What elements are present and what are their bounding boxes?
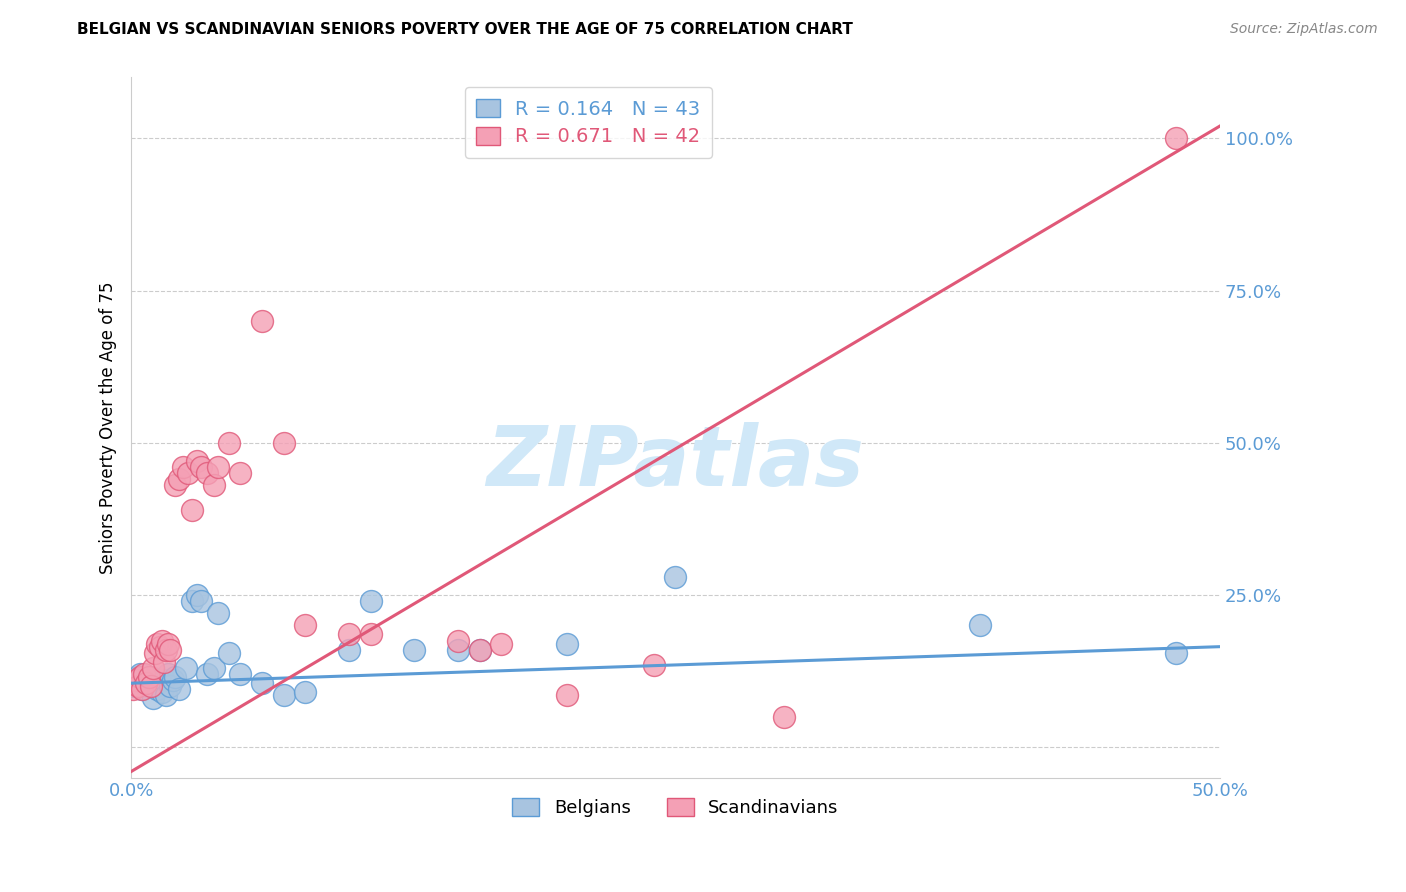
Point <box>122 679 145 693</box>
Point <box>150 633 173 648</box>
Point <box>150 685 173 699</box>
Point <box>969 618 991 632</box>
Point <box>181 502 204 516</box>
Point <box>202 478 225 492</box>
Point <box>159 642 181 657</box>
Point <box>190 460 212 475</box>
Point <box>127 670 149 684</box>
Point <box>773 709 796 723</box>
Point <box>186 588 208 602</box>
Point <box>153 655 176 669</box>
Point <box>664 569 686 583</box>
Point <box>124 673 146 688</box>
Point <box>139 670 162 684</box>
Point <box>134 673 156 688</box>
Point <box>143 646 166 660</box>
Point <box>218 435 240 450</box>
Point <box>337 627 360 641</box>
Point <box>294 685 316 699</box>
Point <box>447 642 470 657</box>
Point <box>148 673 170 688</box>
Point <box>207 606 229 620</box>
Text: BELGIAN VS SCANDINAVIAN SENIORS POVERTY OVER THE AGE OF 75 CORRELATION CHART: BELGIAN VS SCANDINAVIAN SENIORS POVERTY … <box>77 22 853 37</box>
Point <box>135 676 157 690</box>
Point <box>1166 646 1188 660</box>
Point <box>174 661 197 675</box>
Point <box>250 314 273 328</box>
Point <box>468 642 491 657</box>
Legend: Belgians, Scandinavians: Belgians, Scandinavians <box>505 790 846 824</box>
Point <box>1166 131 1188 145</box>
Point <box>360 627 382 641</box>
Point <box>555 637 578 651</box>
Point <box>197 466 219 480</box>
Point <box>491 637 513 651</box>
Point <box>360 594 382 608</box>
Point <box>142 691 165 706</box>
Point <box>468 642 491 657</box>
Point <box>162 673 184 688</box>
Point <box>337 642 360 657</box>
Point <box>159 679 181 693</box>
Point <box>124 673 146 688</box>
Point <box>138 676 160 690</box>
Point <box>153 673 176 688</box>
Point <box>148 640 170 654</box>
Point <box>229 667 252 681</box>
Point <box>447 633 470 648</box>
Point <box>155 642 177 657</box>
Point <box>229 466 252 480</box>
Point <box>138 670 160 684</box>
Point <box>197 667 219 681</box>
Point <box>127 679 149 693</box>
Point <box>163 478 186 492</box>
Point <box>250 676 273 690</box>
Point <box>157 667 180 681</box>
Point <box>555 689 578 703</box>
Point <box>143 679 166 693</box>
Point <box>129 667 152 681</box>
Point <box>190 594 212 608</box>
Point <box>139 679 162 693</box>
Point <box>122 682 145 697</box>
Point <box>167 682 190 697</box>
Point <box>404 642 426 657</box>
Text: Source: ZipAtlas.com: Source: ZipAtlas.com <box>1230 22 1378 37</box>
Point <box>146 637 169 651</box>
Point <box>131 682 153 697</box>
Point <box>294 618 316 632</box>
Point <box>202 661 225 675</box>
Point <box>146 682 169 697</box>
Point <box>273 435 295 450</box>
Point <box>186 454 208 468</box>
Point <box>163 670 186 684</box>
Point <box>155 689 177 703</box>
Point <box>207 460 229 475</box>
Point <box>273 689 295 703</box>
Point <box>134 667 156 681</box>
Point <box>129 670 152 684</box>
Text: ZIPatlas: ZIPatlas <box>486 422 865 503</box>
Point <box>129 676 152 690</box>
Point <box>142 661 165 675</box>
Point <box>135 679 157 693</box>
Point <box>167 472 190 486</box>
Point <box>643 657 665 672</box>
Point <box>181 594 204 608</box>
Y-axis label: Seniors Poverty Over the Age of 75: Seniors Poverty Over the Age of 75 <box>100 281 117 574</box>
Point <box>131 682 153 697</box>
Point <box>218 646 240 660</box>
Point <box>157 637 180 651</box>
Point <box>173 460 195 475</box>
Point <box>177 466 200 480</box>
